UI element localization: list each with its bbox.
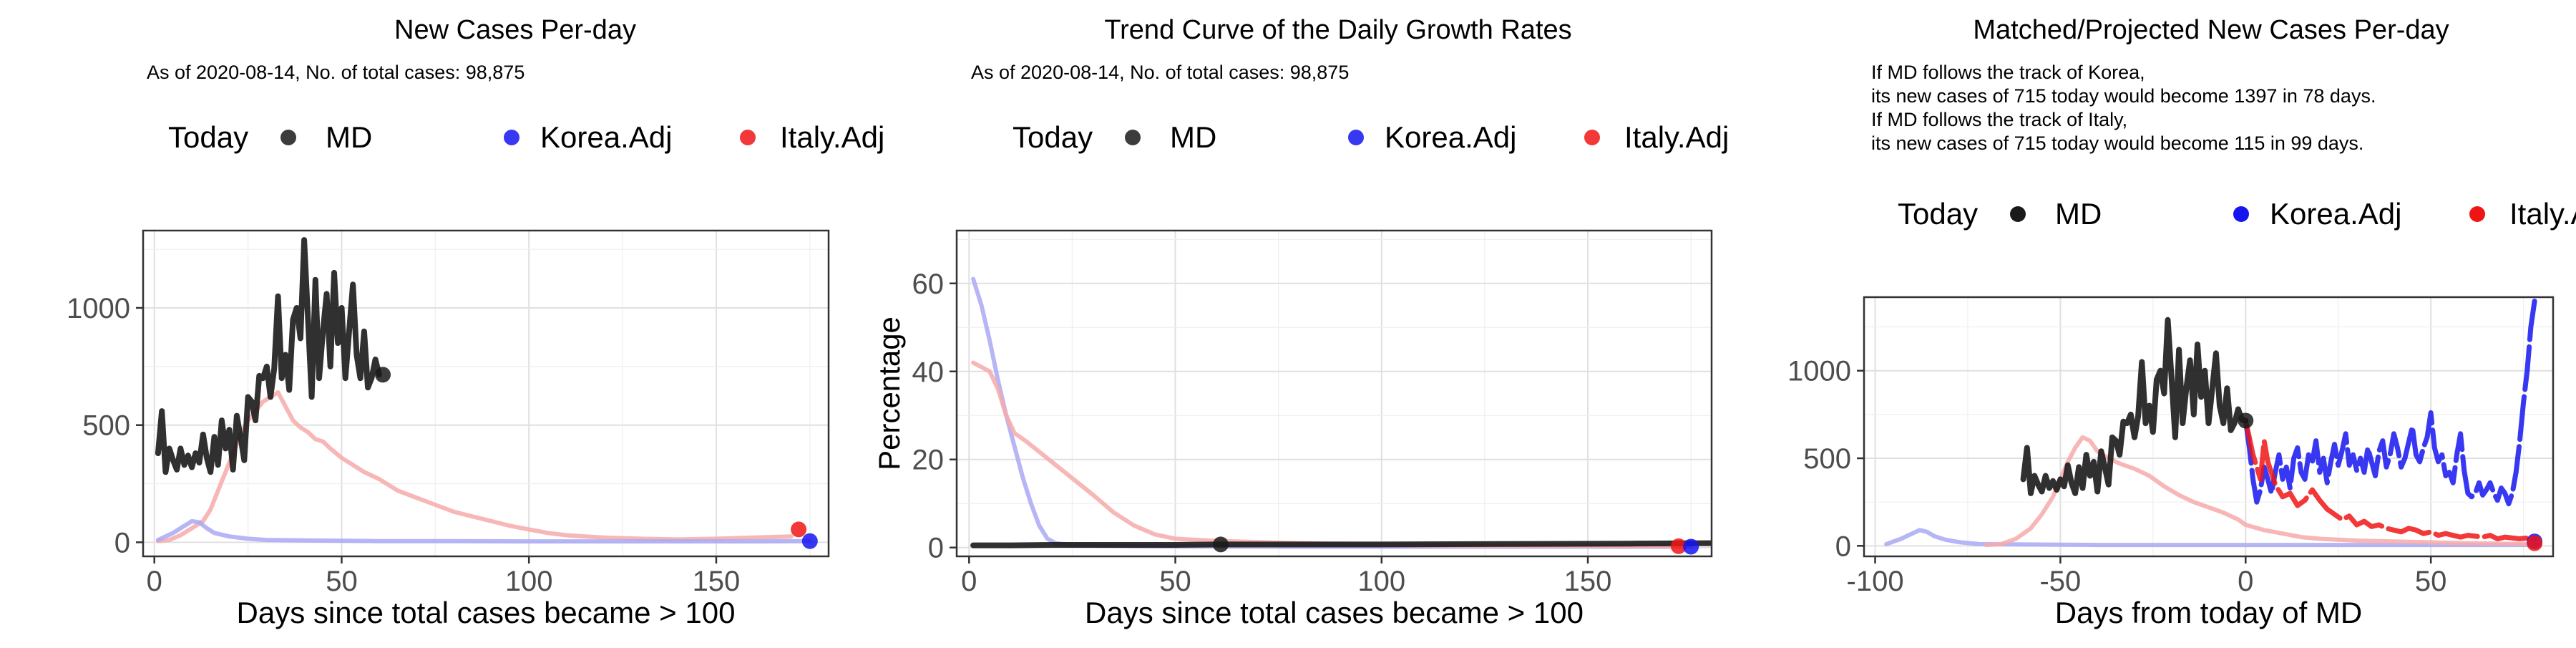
x-tick-label: 150 xyxy=(1564,566,1612,597)
x-tick-label: 100 xyxy=(505,566,553,597)
chart-legend: Today MD Korea.Adj Italy.Adj xyxy=(1013,120,1729,154)
series-line-korea-adj-faint xyxy=(155,518,812,544)
y-tick-label: 40 xyxy=(912,357,945,388)
y-tick-label: 500 xyxy=(82,410,130,442)
chart-grid xyxy=(143,231,829,556)
legend-title: Today xyxy=(168,120,248,154)
chart-panel-3: Matched/Projected New Cases Per-day If MD… xyxy=(1787,15,2576,629)
chart-subtitle-line: If MD follows the track of Korea, xyxy=(1871,62,2145,83)
series-line-korea-adj-projection xyxy=(2243,299,2537,507)
chart-subtitle-line: As of 2020-08-14, No. of total cases: 98… xyxy=(147,62,525,83)
plot-border xyxy=(142,229,830,558)
legend-key-italy-adj xyxy=(1584,130,1600,145)
legend-title: Today xyxy=(1898,197,1978,231)
today-points xyxy=(1212,536,1699,555)
chart-legend: Today MD Korea.Adj Italy.Adj xyxy=(168,120,884,154)
legend-key-korea-adj xyxy=(1348,130,1364,145)
today-point-italy-adj xyxy=(1670,538,1687,554)
today-point-korea-adj xyxy=(1683,538,1699,555)
today-point-italy-adj xyxy=(791,521,807,538)
series-line-md-bold xyxy=(155,237,382,475)
today-points xyxy=(2238,412,2543,551)
chart-panel-1: New Cases Per-day As of 2020-08-14, No. o… xyxy=(67,15,884,629)
series-line-korea-adj-faint xyxy=(1884,528,2537,548)
y-tick-label: 0 xyxy=(114,527,130,558)
axis-ticks: 0 50 100 150 0 500 1000 xyxy=(67,293,740,597)
y-axis-label: Percentage xyxy=(872,316,906,470)
chart-title: New Cases Per-day xyxy=(394,15,636,45)
x-tick-label: 50 xyxy=(1159,566,1191,597)
legend-label: Korea.Adj xyxy=(540,120,672,154)
x-axis-label: Days since total cases became > 100 xyxy=(237,596,736,629)
legend-key-italy-adj xyxy=(740,130,756,145)
plot-border xyxy=(955,229,1713,558)
legend-key-md xyxy=(280,130,296,145)
legend-label: MD xyxy=(326,120,372,154)
x-tick-label: 50 xyxy=(2415,566,2447,597)
legend-key-italy-adj xyxy=(2469,206,2485,222)
y-tick-label: 60 xyxy=(912,269,945,300)
today-point-md xyxy=(2238,412,2254,429)
today-point-korea-adj xyxy=(801,533,818,549)
legend-key-md xyxy=(2010,206,2026,222)
x-tick-label: 100 xyxy=(1357,566,1405,597)
legend-label: MD xyxy=(2055,197,2102,231)
y-tick-label: 500 xyxy=(1803,443,1851,475)
chart-grid xyxy=(1864,297,2553,556)
chart-series-group xyxy=(1884,299,2537,548)
x-tick-label: 150 xyxy=(693,566,741,597)
legend-label: Italy.Adj xyxy=(2509,197,2576,231)
chart-subtitle-line: its new cases of 715 today would become … xyxy=(1871,132,2363,154)
chart-title: Matched/Projected New Cases Per-day xyxy=(1973,15,2449,45)
y-tick-label: 1000 xyxy=(67,293,130,324)
chart-panel-2: Trend Curve of the Daily Growth Rates As … xyxy=(872,15,1729,629)
series-line-italy-adj-projection xyxy=(2243,417,2537,541)
legend-label: Italy.Adj xyxy=(780,120,884,154)
x-tick-label: 0 xyxy=(961,566,977,597)
chart-subtitle-line: If MD follows the track of Italy, xyxy=(1871,109,2127,130)
x-tick-label: -100 xyxy=(1847,566,1904,597)
today-point-md xyxy=(1212,536,1229,553)
chart-series-group xyxy=(155,237,812,544)
axis-ticks: 0 50 100 150 0 20 40 60 xyxy=(912,269,1612,597)
legend-key-korea-adj xyxy=(504,130,519,145)
today-points xyxy=(375,367,818,549)
chart-title: Trend Curve of the Daily Growth Rates xyxy=(1104,15,1571,45)
series-line-md-bold xyxy=(2020,316,2249,496)
legend-title: Today xyxy=(1013,120,1093,154)
chart-subtitle-line: its new cases of 715 today would become … xyxy=(1871,85,2376,107)
series-line-md-bold xyxy=(970,540,1712,548)
x-tick-label: 0 xyxy=(147,566,162,597)
legend-label: Korea.Adj xyxy=(1385,120,1516,154)
legend-label: Italy.Adj xyxy=(1624,120,1729,154)
series-line-italy-adj-faint xyxy=(971,360,1681,548)
plot-border xyxy=(1863,296,2555,558)
x-axis-label: Days from today of MD xyxy=(2055,596,2362,629)
chart-grid xyxy=(957,231,1712,556)
today-point-italy-adj xyxy=(2527,535,2543,551)
y-tick-label: 0 xyxy=(1835,531,1851,562)
x-tick-label: -50 xyxy=(2039,566,2081,597)
series-line-korea-adj-faint xyxy=(971,276,1694,549)
legend-key-md xyxy=(1125,130,1141,145)
chart-series-group xyxy=(970,276,1712,549)
chart-legend: Today MD Korea.Adj Italy.Adj xyxy=(1898,197,2576,231)
legend-key-korea-adj xyxy=(2233,206,2249,222)
x-tick-label: 0 xyxy=(2238,566,2253,597)
legend-label: MD xyxy=(1170,120,1216,154)
chart-subtitle-line: As of 2020-08-14, No. of total cases: 98… xyxy=(971,62,1349,83)
x-axis-label: Days since total cases became > 100 xyxy=(1085,596,1584,629)
today-point-md xyxy=(375,367,391,383)
x-tick-label: 50 xyxy=(326,566,358,597)
y-tick-label: 0 xyxy=(928,533,944,564)
y-tick-label: 1000 xyxy=(1787,356,1851,387)
series-line-italy-adj-faint xyxy=(155,390,794,543)
y-tick-label: 20 xyxy=(912,445,945,476)
legend-label: Korea.Adj xyxy=(2270,197,2401,231)
